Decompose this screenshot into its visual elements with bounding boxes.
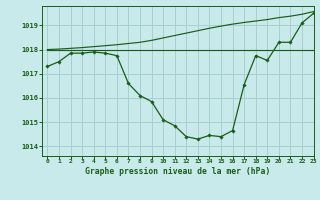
X-axis label: Graphe pression niveau de la mer (hPa): Graphe pression niveau de la mer (hPa)	[85, 167, 270, 176]
